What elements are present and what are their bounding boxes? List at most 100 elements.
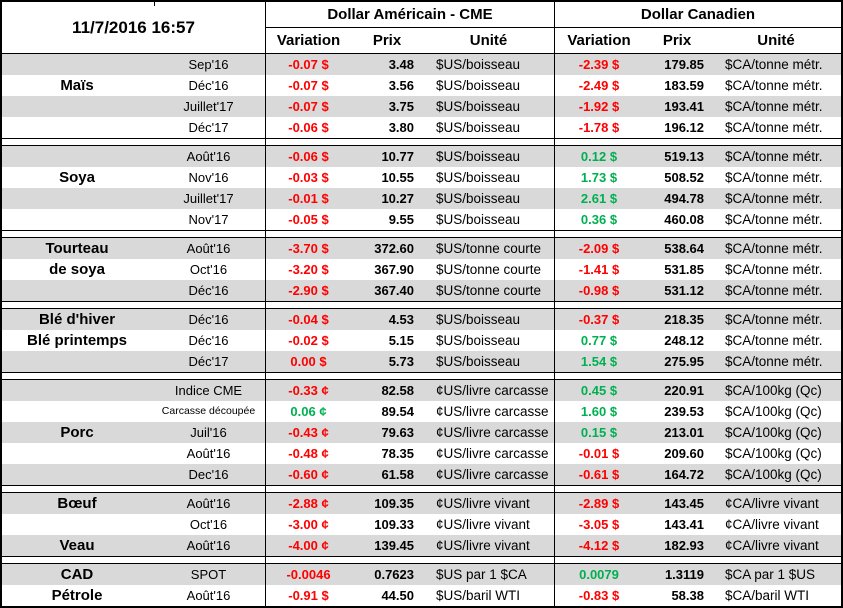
ca-unit: $CA/tonne métr. [725, 120, 823, 135]
us-variation: -0.01 $ [288, 191, 329, 206]
contract-month: Oct'16 [189, 517, 228, 532]
commodity-label: Blé printemps [26, 332, 128, 349]
ca-variation: -0.37 $ [578, 312, 620, 327]
ca-unit: $CA/tonne métr. [725, 170, 823, 185]
ca-price: 508.52 [664, 170, 704, 185]
us-variation: 0.06 ¢ [290, 404, 327, 419]
ca-variation: -0.98 $ [578, 283, 620, 298]
table-row: Pétrole Août'16 -0.91 $ 44.50 $US/baril WTI -… [2, 585, 841, 606]
contract-month: Juillet'17 [183, 99, 234, 114]
ca-variation: 0.36 $ [580, 212, 618, 227]
us-variation: -0.60 ¢ [288, 467, 329, 482]
us-variation: -0.03 $ [288, 170, 329, 185]
ca-variation: -1.92 $ [578, 99, 620, 114]
us-price: 89.54 [381, 404, 414, 419]
ca-price: 248.12 [664, 333, 704, 348]
us-price: 44.50 [381, 588, 414, 603]
ca-unit: $CA/tonne métr. [725, 262, 823, 277]
timestamp: 11/7/2016 16:57 [72, 18, 195, 37]
commodity-label: Bœuf [57, 495, 97, 512]
commodity-label [2, 280, 152, 301]
column-divider-us [265, 2, 266, 606]
ca-unit: $CA/tonne métr. [725, 241, 823, 256]
ca-price: 143.45 [664, 496, 704, 511]
us-variation: -0.33 ¢ [288, 383, 329, 398]
table-row: Nov'17 -0.05 $ 9.55 $US/boisseau 0.36 $ 460.0… [2, 209, 841, 230]
ca-variation: 0.0079 [579, 567, 619, 582]
ca-section-title: Dollar Canadien [555, 2, 841, 28]
ca-variation: 0.15 $ [580, 425, 618, 440]
ca-unit: $CA/tonne métr. [725, 99, 823, 114]
group-separator [2, 301, 841, 309]
table-body: Sep'16 -0.07 $ 3.48 $US/boisseau -2.39 $ 179.… [2, 54, 841, 606]
us-unit: ¢US/livre carcasse [436, 446, 549, 461]
table-row: de soya Oct'16 -3.20 $ 367.90 $US/tonne cour… [2, 259, 841, 280]
commodity-label [2, 209, 152, 230]
ca-price: 213.01 [664, 425, 704, 440]
us-variation: -0.07 $ [288, 78, 329, 93]
contract-month: Août'16 [186, 588, 231, 603]
ca-variation: 2.61 $ [580, 191, 618, 206]
us-variation: -0.04 $ [288, 312, 329, 327]
table-row: Veau Août'16 -4.00 ¢ 139.45 ¢US/livre vivant… [2, 535, 841, 556]
us-unit: $US/boisseau [436, 212, 521, 227]
us-section-title: Dollar Américain - CME [265, 2, 555, 28]
ca-variation: 0.12 $ [580, 149, 618, 164]
col-header-us-prix: Prix [372, 32, 402, 49]
us-unit: $US/boisseau [436, 333, 521, 348]
ca-price: 538.64 [664, 241, 704, 256]
us-price: 4.53 [388, 312, 414, 327]
col-header-us-unite: Unité [469, 32, 508, 49]
contract-month: Déc'16 [188, 283, 229, 298]
ca-unit: $CA/baril WTI [725, 588, 810, 603]
us-unit: $US/boisseau [436, 312, 521, 327]
us-unit: ¢US/livre carcasse [436, 467, 549, 482]
commodity-label: Porc [60, 424, 94, 441]
us-unit: $US/boisseau [436, 99, 521, 114]
us-variation: -0.07 $ [288, 57, 329, 72]
ca-price: 58.38 [671, 588, 704, 603]
us-unit: ¢US/livre carcasse [436, 425, 549, 440]
us-unit: ¢US/livre vivant [436, 496, 530, 511]
contract-month: Nov'16 [188, 170, 229, 185]
ca-variation: -0.83 $ [578, 588, 620, 603]
table-row: Blé printemps Déc'16 -0.02 $ 5.15 $US/boisse… [2, 330, 841, 351]
ca-variation: -2.89 $ [578, 496, 620, 511]
column-tick [154, 2, 155, 6]
ca-unit: $CA/tonne métr. [725, 354, 823, 369]
table-row: Soya Nov'16 -0.03 $ 10.55 $US/boisseau 1.73 $… [2, 167, 841, 188]
group-separator [2, 138, 841, 146]
commodity-label [2, 117, 152, 138]
commodity-label [2, 514, 152, 535]
ca-unit: ¢CA/livre vivant [725, 517, 819, 532]
contract-month: SPOT [190, 567, 227, 582]
ca-unit: $CA/100kg (Qc) [725, 425, 822, 440]
col-header-ca-prix: Prix [662, 32, 692, 49]
ca-variation: -4.12 $ [578, 538, 620, 553]
table-row: Août'16 -0.06 $ 10.77 $US/boisseau 0.12 $ 519… [2, 146, 841, 167]
us-variation: -2.90 $ [288, 283, 329, 298]
us-price: 5.73 [388, 354, 414, 369]
us-variation: -3.00 ¢ [288, 517, 329, 532]
commodity-label [2, 188, 152, 209]
us-price: 5.15 [388, 333, 414, 348]
us-unit: ¢US/livre vivant [436, 538, 530, 553]
table-row: CAD SPOT -0.0046 0.7623 $US par 1 $CA 0.0079 1… [2, 564, 841, 585]
ca-variation: 0.77 $ [580, 333, 618, 348]
commodity-label [2, 54, 152, 75]
ca-price: 164.72 [664, 467, 704, 482]
us-unit: $US/boisseau [436, 191, 521, 206]
commodity-label [2, 401, 152, 422]
contract-month: Déc'16 [188, 333, 229, 348]
ca-price: 182.93 [664, 538, 704, 553]
table-row: Indice CME -0.33 ¢ 82.58 ¢US/livre carcasse… [2, 380, 841, 401]
commodity-label: Veau [59, 537, 95, 554]
us-price: 3.75 [388, 99, 414, 114]
us-variation: -3.20 $ [288, 262, 329, 277]
us-price: 3.80 [388, 120, 414, 135]
ca-variation: 1.60 $ [580, 404, 618, 419]
us-variation: -4.00 ¢ [288, 538, 329, 553]
ca-price: 460.08 [664, 212, 704, 227]
ca-unit: $CA/tonne métr. [725, 191, 823, 206]
contract-month: Août'16 [186, 241, 231, 256]
